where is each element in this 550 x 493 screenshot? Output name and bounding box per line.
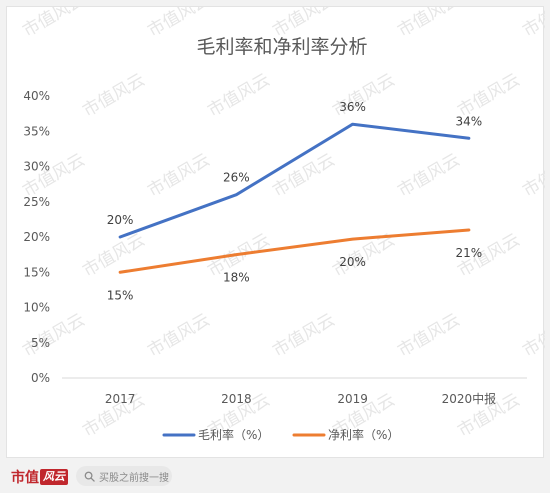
data-label: 18% [223, 271, 250, 285]
watermark-text: 市值风云 [520, 150, 546, 201]
series-line [118, 228, 471, 274]
search-box[interactable]: 买股之前搜一搜 [76, 466, 172, 486]
y-tick-label: 40% [23, 89, 50, 103]
brand-seal: 风云 [40, 469, 68, 485]
legend-item: 毛利率（%） [162, 427, 269, 442]
search-icon [84, 471, 95, 482]
series-line [118, 122, 471, 239]
legend-label: 净利率（%） [328, 427, 399, 442]
legend: 毛利率（%） 净利率（%） [162, 427, 399, 442]
watermark-text: 市值风云 [80, 230, 149, 281]
data-label: 15% [107, 288, 134, 302]
brand-text: 市值 [11, 470, 39, 486]
footer-bar: 市值 风云 买股之前搜一搜 [0, 460, 550, 493]
legend-item: 净利率（%） [292, 427, 399, 442]
data-label: 20% [339, 255, 366, 269]
y-tick-label: 35% [23, 124, 50, 138]
watermark-text: 市值风云 [205, 70, 274, 121]
legend-label: 毛利率（%） [198, 427, 269, 442]
watermark-text: 市值风云 [20, 7, 89, 41]
series-group: 15% 18% 20% 21% [107, 228, 483, 302]
y-tick-label: 25% [23, 195, 50, 209]
y-tick-label: 10% [23, 301, 50, 315]
search-placeholder: 买股之前搜一搜 [99, 472, 169, 484]
x-tick-label: 2020中报 [442, 391, 497, 406]
watermark-text: 市值风云 [145, 310, 214, 361]
data-label: 36% [339, 100, 366, 114]
chart-title: 毛利率和净利率分析 [196, 36, 367, 58]
x-tick-label: 2018 [221, 392, 252, 406]
watermark-text: 市值风云 [20, 310, 89, 361]
y-tick-label: 30% [23, 160, 50, 174]
data-label: 34% [456, 114, 483, 128]
watermark-text: 市值风云 [270, 310, 339, 361]
x-tick-label: 2019 [337, 392, 368, 406]
x-axis: 2017 2018 2019 2020中报 [105, 391, 496, 406]
series-group: 20% 26% 36% 34% [107, 100, 483, 239]
watermark-text: 市值风云 [395, 310, 464, 361]
brand-logo[interactable]: 市值 风云 [11, 468, 68, 486]
y-tick-label: 5% [31, 336, 50, 350]
watermark-text: 市值风云 [270, 150, 339, 201]
data-label: 20% [107, 213, 134, 227]
watermark-text: 市值风云 [20, 150, 89, 201]
watermark-text: 市值风云 [395, 7, 464, 41]
watermark-text: 市值风云 [520, 7, 546, 41]
data-label: 21% [456, 246, 483, 260]
chart-card: 市值风云 市值风云 市值风云 市值风云 市值风云 市值风云 市值风云 市值风云 市值风云 市值风云… [6, 6, 546, 458]
y-axis: 0% 5% 10% 15% 20% 25% 30% 35% 40% [23, 89, 50, 385]
series-layer: 20% 26% 36% 34% 15% 18% 20% 21% [107, 100, 482, 302]
watermark-text: 市值风云 [80, 70, 149, 121]
x-tick-label: 2017 [105, 392, 136, 406]
y-tick-label: 20% [23, 230, 50, 244]
y-tick-label: 0% [31, 371, 50, 385]
data-label: 26% [223, 171, 250, 185]
watermark-text: 市值风云 [520, 310, 546, 361]
y-tick-label: 15% [23, 265, 50, 279]
watermark-text: 市值风云 [395, 150, 464, 201]
watermark-text: 市值风云 [145, 150, 214, 201]
